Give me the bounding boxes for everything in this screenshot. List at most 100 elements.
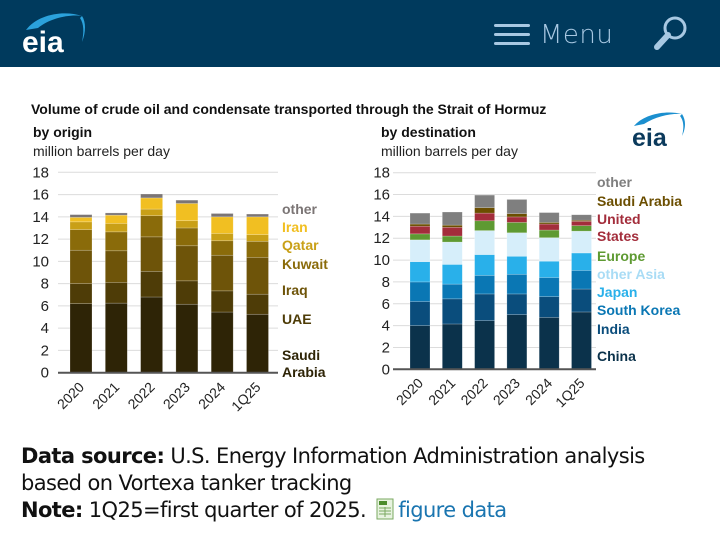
bar-segment-kuwait-2020 [69, 229, 93, 251]
bar-segment-united-states-2020 [409, 225, 431, 235]
y-tick-label: 2 [382, 339, 390, 356]
bar-segment-saudi-arabia-2021 [442, 224, 463, 228]
x-tick-label: 2022 [124, 379, 157, 412]
y-tick-label: 8 [382, 274, 390, 291]
x-tick-label: 2023 [490, 375, 523, 408]
bar-segment-other-2024 [210, 213, 234, 218]
legend-label-south-korea: South Korea [597, 302, 680, 318]
menu-button[interactable]: Menu [494, 20, 613, 50]
y-tick-label: 10 [373, 252, 390, 269]
bar-segment-iraq-1q25 [246, 257, 269, 295]
bar-segment-qatar-1q25 [246, 234, 269, 242]
x-tick-label: 2021 [89, 379, 122, 412]
data-source-label: Data source: [21, 444, 165, 468]
bar-segment-south-korea-2021 [442, 283, 463, 300]
hamburger-icon [494, 24, 530, 46]
spreadsheet-icon[interactable] [376, 498, 394, 520]
bar-segment-iran-2023 [175, 203, 199, 222]
x-tick-label: 2024 [522, 375, 555, 408]
legend-label-europe: Europe [597, 248, 645, 264]
x-tick-label: 2020 [393, 375, 426, 408]
bar-segment-china-2021 [442, 323, 463, 370]
bar-segment-iran-2022 [140, 197, 163, 210]
bar-segment-other-2021 [442, 211, 463, 226]
bar-segment-europe-2024 [538, 229, 560, 238]
bar-segment-other-2023 [506, 199, 528, 214]
bar-segment-saudi-arabia-2023 [506, 213, 528, 218]
bar-segment-uae-2022 [140, 271, 163, 298]
bar-segment-other-asia-2021 [442, 241, 463, 265]
legend-label-other: other [597, 174, 633, 190]
site-header: eia Menu [0, 0, 720, 67]
bar-segment-other-1q25 [571, 214, 592, 221]
legend-label-other: other [282, 201, 318, 217]
y-tick-label: 4 [41, 320, 49, 337]
legend-label-iraq: Iraq [282, 282, 308, 298]
bar-segment-iran-2024 [210, 216, 234, 234]
bar-segment-europe-2022 [474, 220, 495, 231]
bar-segment-japan-2023 [506, 255, 528, 275]
bar-segment-iraq-2022 [140, 236, 163, 272]
x-tick-label: 1Q25 [552, 375, 588, 411]
legend-label-other-asia: other Asia [597, 266, 665, 282]
bar-segment-united-states-2023 [506, 216, 528, 223]
bar-segment-china-2022 [474, 320, 495, 370]
bar-segment-saudi-arabia-2021 [105, 302, 128, 374]
bar-segment-other-2020 [69, 214, 93, 218]
destination-chart-title: by destination [381, 124, 476, 140]
y-tick-label: 10 [32, 253, 49, 270]
y-tick-label: 18 [32, 164, 49, 181]
legend-label-japan: Japan [597, 284, 637, 300]
bar-segment-kuwait-1q25 [246, 241, 269, 258]
x-tick-label: 2022 [457, 375, 490, 408]
bar-segment-other-2021 [105, 212, 128, 216]
bar-segment-qatar-2022 [140, 208, 163, 217]
eia-logo-text: eia [22, 26, 64, 58]
legend-label-china: China [597, 348, 636, 364]
bar-segment-south-korea-2022 [474, 275, 495, 295]
bar-segment-europe-2023 [506, 222, 528, 234]
bar-segment-japan-2022 [474, 254, 495, 276]
bar-segment-other-asia-2023 [506, 232, 528, 257]
x-tick-label: 2024 [195, 379, 228, 412]
bar-segment-europe-1q25 [571, 225, 592, 232]
y-tick-label: 12 [32, 231, 49, 248]
bar-segment-other-2022 [140, 193, 163, 199]
bar-segment-other-2023 [175, 199, 199, 204]
bar-segment-saudi-arabia-2022 [140, 296, 163, 373]
legend-label-india: India [597, 321, 630, 337]
legend-label-uae: UAE [282, 311, 312, 327]
x-tick-label: 2020 [54, 379, 87, 412]
bar-segment-iraq-2023 [175, 245, 199, 282]
bar-segment-iran-1q25 [246, 216, 269, 235]
figure-data-link[interactable]: figure data [398, 498, 507, 522]
origin-chart-title: by origin [33, 124, 93, 140]
bar-segment-qatar-2020 [69, 221, 93, 230]
search-icon[interactable] [652, 14, 690, 52]
bar-segment-china-2024 [538, 317, 560, 370]
bar-segment-other-asia-1q25 [571, 230, 592, 254]
bar-segment-uae-1q25 [246, 293, 269, 315]
y-tick-label: 12 [373, 230, 390, 247]
bar-segment-qatar-2024 [210, 233, 234, 242]
bar-segment-uae-2021 [105, 282, 128, 304]
bar-segment-saudi-arabia-2023 [175, 303, 199, 373]
note-label: Note: [21, 498, 83, 522]
bar-segment-saudi-arabia-2024 [210, 311, 234, 373]
data-source: Data source: U.S. Energy Information Adm… [21, 443, 711, 497]
bar-segment-kuwait-2021 [105, 231, 128, 252]
legend-label-kuwait: Kuwait [282, 256, 328, 272]
bar-segment-other-asia-2020 [409, 239, 431, 263]
bar-segment-south-korea-2020 [409, 281, 431, 302]
bar-segment-other-1q25 [246, 213, 269, 218]
bar-segment-iraq-2021 [105, 250, 128, 283]
origin-chart: 0 2 4 6 8 10 12 14 16 18 2020 2021 2022 2023 2024 1Q25 S… [32, 164, 328, 414]
bar-segment-china-1q25 [571, 311, 592, 370]
bar-segment-japan-2020 [409, 261, 431, 283]
eia-logo[interactable]: eia [20, 8, 90, 58]
destination-chart-units: million barrels per day [381, 143, 518, 159]
bar-segment-india-2022 [474, 293, 495, 321]
bar-segment-south-korea-2023 [506, 273, 528, 295]
bar-segment-other-2022 [474, 194, 495, 208]
bar-segment-europe-2020 [409, 233, 431, 241]
